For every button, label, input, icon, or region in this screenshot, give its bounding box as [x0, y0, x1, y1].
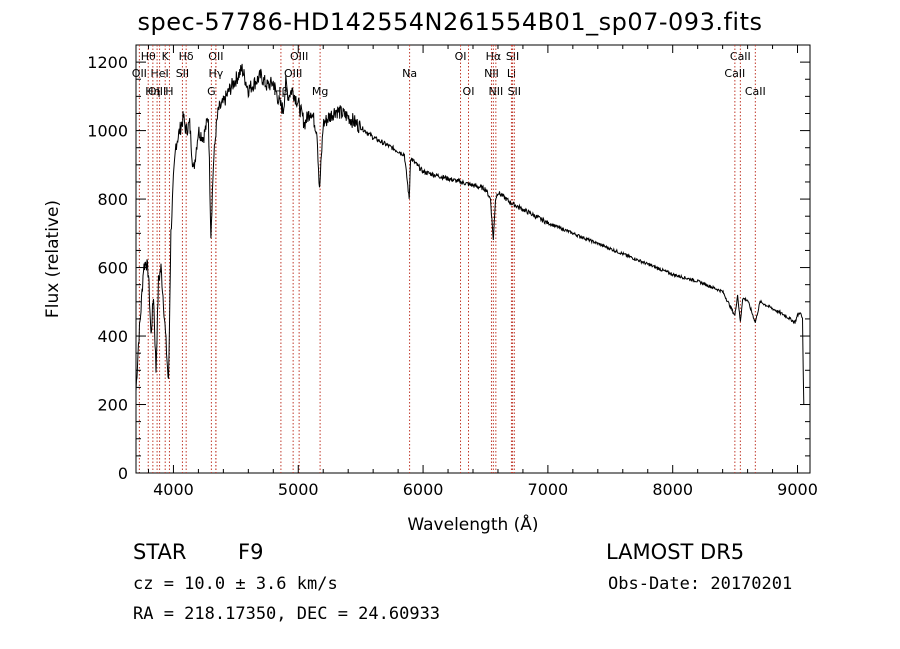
line-label: CaII [730, 50, 751, 63]
y-tick-label: 1200 [87, 53, 128, 72]
line-label: Hγ [208, 67, 223, 80]
chart-title: spec-57786-HD142554N261554B01_sp07-093.f… [137, 8, 763, 36]
y-tick-label: 1000 [87, 122, 128, 141]
line-label: SII [176, 67, 189, 80]
object-subclass: F9 [238, 540, 264, 564]
line-label: G [207, 85, 216, 98]
line-label: NII [488, 85, 503, 98]
line-label: OIII [284, 67, 302, 80]
x-tick-label: 8000 [652, 480, 693, 499]
y-axis-label: Flux (relative) [43, 200, 63, 318]
spectrum-line [135, 63, 805, 405]
line-label: Mg [312, 85, 328, 98]
line-label: K [162, 50, 170, 63]
x-tick-label: 4000 [153, 480, 194, 499]
line-label: Hα [486, 50, 502, 63]
line-label: HeI [150, 67, 168, 80]
line-label: H [165, 85, 173, 98]
x-tick-label: 5000 [278, 480, 319, 499]
redshift-readout: cz = 10.0 ± 3.6 km/s [133, 574, 338, 594]
line-label: NII [484, 67, 499, 80]
y-tick-label: 600 [97, 259, 128, 278]
survey-name: LAMOST DR5 [606, 540, 745, 564]
y-tick-label: 0 [118, 464, 128, 483]
line-label: OII [132, 67, 147, 80]
y-tick-label: 800 [97, 190, 128, 209]
observation-date: Obs-Date: 20170201 [608, 574, 793, 594]
line-label: SII [508, 85, 521, 98]
object-class: STAR [133, 540, 187, 564]
y-tick-label: 400 [97, 327, 128, 346]
line-label: Hη [145, 85, 160, 98]
plot-frame [135, 44, 811, 474]
x-axis-label: Wavelength (Å) [407, 513, 538, 535]
line-label: SII [506, 50, 519, 63]
line-label: Na [402, 67, 417, 80]
line-label: CaII [724, 67, 745, 80]
line-label: Hθ [141, 50, 156, 63]
y-tick-label: 200 [97, 396, 128, 415]
line-label: Hδ [179, 50, 194, 63]
coordinates-readout: RA = 218.17350, DEC = 24.60933 [133, 604, 441, 624]
line-label: Li [507, 67, 516, 80]
x-tick-label: 6000 [403, 480, 444, 499]
line-label: CaII [745, 85, 766, 98]
line-label: OIII [290, 50, 308, 63]
x-tick-label: 9000 [777, 480, 818, 499]
line-label: OI [455, 50, 467, 63]
line-label: OI [463, 85, 475, 98]
x-tick-label: 7000 [528, 480, 569, 499]
